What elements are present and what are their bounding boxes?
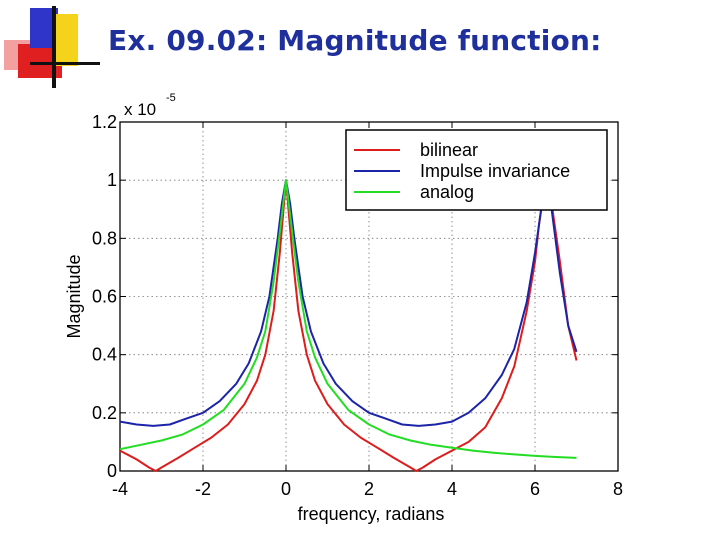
series-line xyxy=(119,179,577,459)
x-tick-label: 6 xyxy=(530,479,540,499)
y-scale-exponent: -5 xyxy=(166,92,176,104)
y-scale-label: x 10 xyxy=(124,100,156,119)
y-tick-label: 0.8 xyxy=(92,228,117,248)
y-tick-label: 0.6 xyxy=(92,287,117,307)
y-tick-label: 0.4 xyxy=(92,345,117,365)
y-tick-label: 1 xyxy=(107,170,117,190)
x-tick-label: 0 xyxy=(281,479,291,499)
logo-black-vertical-bar xyxy=(52,6,56,88)
x-axis-label: frequency, radians xyxy=(298,504,445,524)
data-series xyxy=(119,179,578,472)
logo-graphic xyxy=(4,6,100,88)
logo-black-horizontal-bar xyxy=(30,62,100,65)
logo-yellow-square xyxy=(52,14,78,66)
series-line xyxy=(119,179,578,427)
legend-label: analog xyxy=(420,182,474,202)
x-tick-label: 4 xyxy=(447,479,457,499)
y-tick-label: 0.2 xyxy=(92,403,117,423)
legend-label: Impulse invariance xyxy=(420,161,570,181)
y-tick-label: 1.2 xyxy=(92,112,117,132)
x-tick-label: -2 xyxy=(195,479,211,499)
x-tick-label: -4 xyxy=(112,479,128,499)
slide-title: Ex. 09.02: Magnitude function: xyxy=(108,24,602,57)
y-tick-label: 0 xyxy=(107,461,117,481)
y-axis-label: Magnitude xyxy=(64,254,84,338)
legend-label: bilinear xyxy=(420,140,478,160)
x-tick-label: 8 xyxy=(613,479,623,499)
x-tick-label: 2 xyxy=(364,479,374,499)
series-line xyxy=(119,179,578,472)
axis-ticks: -4 -2 0 2 4 6 8 0 0.2 0.4 0.6 0.8 1 1.2 xyxy=(92,112,623,499)
